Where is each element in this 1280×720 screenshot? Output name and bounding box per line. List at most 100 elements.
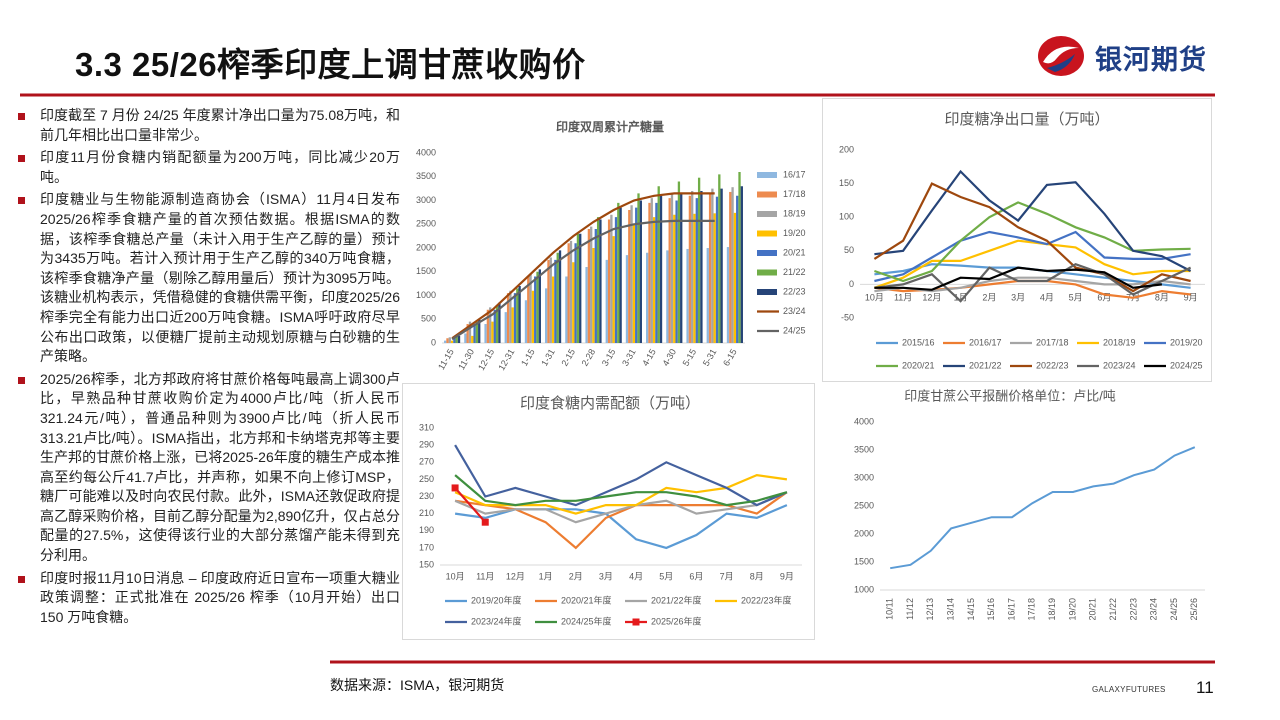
- x-tick-label: 19/20: [1067, 598, 1077, 621]
- bar: [740, 186, 743, 343]
- x-tick-label: 22/23: [1128, 598, 1138, 621]
- y-tick-label: 1000: [854, 584, 874, 594]
- x-tick-label: 10月: [865, 292, 884, 302]
- x-tick-label: 16/17: [1006, 598, 1016, 621]
- y-tick-label: 4000: [416, 147, 436, 157]
- legend-label: 19/20: [783, 228, 806, 238]
- legend-label: 17/18: [783, 189, 806, 199]
- bar: [630, 205, 633, 343]
- bar: [554, 259, 557, 343]
- y-tick-label: 2500: [416, 219, 436, 229]
- x-tick-label: 25/26: [1189, 598, 1199, 621]
- legend-label: 2016/17: [969, 337, 1002, 347]
- legend-label: 2024/25: [1170, 360, 1203, 370]
- y-tick-label: 2500: [854, 500, 874, 510]
- bar: [632, 224, 636, 343]
- legend-label: 22/23: [783, 286, 806, 296]
- y-tick-label: 1000: [416, 290, 436, 300]
- series-line: [454, 474, 788, 507]
- legend-swatch: [757, 289, 777, 295]
- legend-label: 18/19: [783, 208, 806, 218]
- bar: [471, 335, 474, 343]
- bar: [715, 196, 719, 343]
- bar: [599, 219, 602, 343]
- series-line: [454, 487, 487, 523]
- x-tick-label: 12-15: [476, 347, 496, 372]
- bar: [688, 195, 692, 343]
- bar: [509, 290, 512, 343]
- bar: [637, 193, 640, 343]
- bar: [579, 233, 582, 343]
- y-tick-label: 270: [419, 457, 434, 467]
- y-tick-label: 150: [839, 178, 854, 188]
- bar: [700, 191, 703, 343]
- chart-title: 印度食糖内需配额（万吨）: [520, 395, 700, 412]
- bar: [495, 305, 499, 343]
- y-tick-label: 210: [419, 508, 434, 518]
- bar: [513, 293, 517, 343]
- legend-label: 16/17: [783, 169, 806, 179]
- page-number: 11: [1196, 678, 1214, 697]
- series-line: [890, 446, 1196, 570]
- legend-label: 2020/21: [902, 360, 935, 370]
- legend-label: 2018/19: [1103, 337, 1136, 347]
- legend-label: 2025/26年度: [651, 615, 702, 626]
- legend-label: 2022/23: [1036, 360, 1069, 370]
- x-tick-label: 1-15: [519, 347, 537, 368]
- x-tick-label: 9月: [780, 571, 794, 581]
- bar: [475, 321, 479, 343]
- x-tick-label: 3月: [599, 571, 613, 581]
- bar: [473, 324, 476, 343]
- bar: [529, 274, 532, 343]
- x-tick-label: 9月: [1184, 292, 1198, 302]
- bar: [695, 198, 698, 343]
- bar: [547, 259, 550, 343]
- bar: [448, 337, 451, 343]
- legend-swatch: [757, 172, 777, 178]
- bar: [628, 210, 631, 343]
- x-tick-label: 17/18: [1027, 598, 1037, 621]
- x-tick-label: 5-15: [681, 347, 699, 368]
- x-tick-label: 23/24: [1149, 598, 1159, 621]
- x-tick-label: 1月: [539, 571, 553, 581]
- x-tick-label: 20/21: [1088, 598, 1098, 621]
- bar: [493, 309, 496, 343]
- y-tick-label: 250: [419, 474, 434, 484]
- x-tick-label: 4月: [1040, 292, 1054, 302]
- legend-label: 2023/24年度: [471, 615, 522, 626]
- bullet: 印度时报11月10日消息 – 印度政府近日宣布一项重大糖业政策调整：正式批准在 …: [18, 569, 400, 628]
- bar: [457, 335, 461, 343]
- bar: [565, 276, 568, 343]
- legend-label: 2020/21年度: [561, 594, 612, 605]
- x-tick-label: 12-31: [496, 347, 516, 372]
- bar: [567, 243, 570, 343]
- y-tick-label: 3500: [854, 444, 874, 454]
- bar: [693, 213, 696, 343]
- legend-label: 2019/20年度: [471, 594, 522, 605]
- x-tick-label: 11月: [894, 292, 912, 302]
- bar: [619, 207, 622, 343]
- y-tick-label: 200: [839, 144, 854, 154]
- y-tick-label: 0: [431, 337, 436, 347]
- y-tick-label: 190: [419, 525, 434, 535]
- x-tick-label: 2月: [569, 571, 583, 581]
- series-line: [454, 491, 788, 524]
- bar: [648, 202, 651, 343]
- x-tick-label: 3-31: [620, 347, 638, 368]
- bar: [536, 271, 539, 343]
- bar: [720, 188, 723, 343]
- y-tick-label: 230: [419, 491, 434, 501]
- x-tick-label: 12/13: [925, 598, 935, 621]
- x-tick-label: 11-30: [456, 347, 476, 371]
- bar: [444, 340, 447, 343]
- y-tick-label: 2000: [416, 242, 436, 252]
- bar: [635, 207, 638, 343]
- bar: [446, 338, 449, 343]
- x-tick-label: 10月: [446, 571, 465, 581]
- x-tick-label: 6月: [689, 571, 703, 581]
- bullet: 2025/26榨季，北方邦政府将甘蔗价格每吨最高上调300卢比，早熟品种甘蔗收购…: [18, 370, 400, 566]
- bar: [673, 214, 676, 343]
- bar: [453, 338, 456, 343]
- bar: [527, 276, 530, 343]
